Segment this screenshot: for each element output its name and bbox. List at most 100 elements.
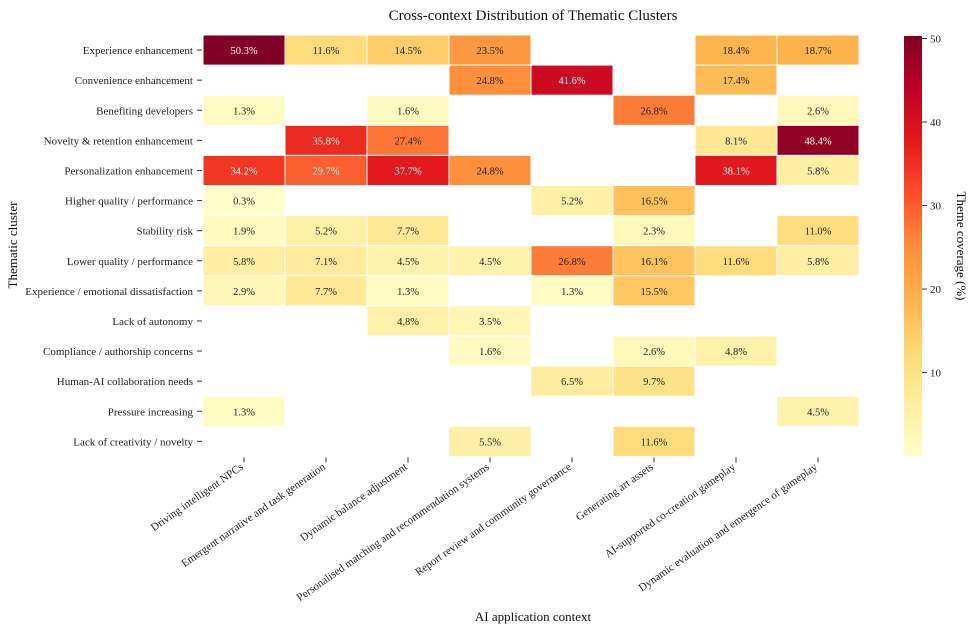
cell-value-label: 1.3% bbox=[397, 287, 419, 298]
chart-title: Cross-context Distribution of Thematic C… bbox=[389, 8, 678, 24]
heatmap-cell bbox=[448, 64, 532, 96]
cell-value-label: 16.5% bbox=[640, 197, 667, 208]
x-axis-label: AI application context bbox=[475, 609, 592, 624]
x-tick-label: Dynamic evaluation and emergence of game… bbox=[637, 461, 821, 595]
cell-value-label: 24.8% bbox=[476, 166, 503, 177]
cell-value-label: 4.5% bbox=[479, 257, 501, 268]
heatmap-cell bbox=[776, 395, 860, 427]
cell-value-label: 23.5% bbox=[476, 46, 503, 57]
cell-value-label: 37.7% bbox=[394, 166, 421, 177]
y-tick-label: Lower quality / performance bbox=[67, 256, 193, 268]
x-tick-label: Generating art assets bbox=[574, 461, 656, 523]
heatmap-cell bbox=[776, 154, 860, 186]
heatmap-cell bbox=[366, 305, 450, 337]
heatmap-cell bbox=[448, 245, 532, 277]
heatmap-cell bbox=[366, 34, 450, 66]
cell-value-label: 5.8% bbox=[807, 166, 829, 177]
heatmap-cell bbox=[776, 34, 860, 66]
cell-value-label: 35.8% bbox=[312, 136, 339, 147]
cell-value-label: 16.1% bbox=[640, 257, 667, 268]
cell-value-label: 18.7% bbox=[804, 46, 831, 57]
cell-value-label: 7.7% bbox=[315, 287, 337, 298]
cell-value-label: 38.1% bbox=[722, 166, 749, 177]
heatmap-cell bbox=[284, 34, 368, 66]
heatmap-cell bbox=[530, 245, 614, 277]
cell-value-label: 2.9% bbox=[233, 287, 255, 298]
cell-value-label: 29.7% bbox=[312, 166, 339, 177]
cell-value-label: 9.7% bbox=[643, 377, 665, 388]
cell-value-label: 24.8% bbox=[476, 76, 503, 87]
colorbar-tick-label: 30 bbox=[930, 201, 942, 213]
heatmap-cell bbox=[202, 34, 286, 66]
heatmap-cell bbox=[694, 124, 778, 156]
cell-value-label: 41.6% bbox=[558, 76, 585, 87]
cell-value-label: 4.8% bbox=[725, 347, 747, 358]
cell-value-label: 6.5% bbox=[561, 377, 583, 388]
cell-value-label: 4.8% bbox=[397, 317, 419, 328]
y-tick-label: Stability risk bbox=[136, 226, 193, 238]
cell-value-label: 1.3% bbox=[233, 106, 255, 117]
y-tick-label: Higher quality / performance bbox=[65, 196, 193, 208]
heatmap-cell bbox=[612, 215, 696, 247]
cell-value-label: 7.1% bbox=[315, 257, 337, 268]
cell-value-label: 5.5% bbox=[479, 437, 501, 448]
heatmap-cell bbox=[284, 215, 368, 247]
cell-value-label: 15.5% bbox=[640, 287, 667, 298]
x-tick-label: Emergent narrative and task generation bbox=[179, 461, 328, 570]
heatmap-cell bbox=[284, 154, 368, 186]
heatmap-cell bbox=[612, 425, 696, 457]
cell-value-label: 1.3% bbox=[561, 287, 583, 298]
heatmap-cell bbox=[202, 185, 286, 217]
colorbar-label: Theme coverage (%) bbox=[954, 192, 968, 301]
cell-value-label: 1.9% bbox=[233, 227, 255, 238]
x-tick-label: Report review and community governance bbox=[413, 461, 574, 578]
colorbar-tick-label: 20 bbox=[930, 284, 942, 296]
cell-value-label: 14.5% bbox=[394, 46, 421, 57]
colorbar-tick-label: 40 bbox=[930, 117, 942, 129]
y-tick-label: Lack of autonomy bbox=[112, 316, 193, 328]
cell-value-label: 2.6% bbox=[807, 106, 829, 117]
cell-value-label: 5.8% bbox=[807, 257, 829, 268]
heatmap-cell bbox=[202, 275, 286, 307]
heatmap-cell bbox=[366, 275, 450, 307]
y-tick-label: Novelty & retention enhancement bbox=[44, 135, 193, 147]
heatmap-cell bbox=[612, 365, 696, 397]
heatmap-cell bbox=[776, 245, 860, 277]
cell-value-label: 26.8% bbox=[640, 106, 667, 117]
heatmap-cell bbox=[694, 154, 778, 186]
cell-value-label: 1.3% bbox=[233, 407, 255, 418]
heatmap-cell bbox=[776, 124, 860, 156]
heatmap-cell bbox=[776, 215, 860, 247]
heatmap-cell bbox=[612, 275, 696, 307]
cell-value-label: 11.6% bbox=[723, 257, 750, 268]
cell-value-label: 5.8% bbox=[233, 257, 255, 268]
heatmap-cell bbox=[366, 94, 450, 126]
cell-value-label: 18.4% bbox=[722, 46, 749, 57]
cell-value-label: 4.5% bbox=[397, 257, 419, 268]
heatmap-cell bbox=[202, 154, 286, 186]
y-tick-label: Personalization enhancement bbox=[64, 165, 193, 177]
heatmap-cell bbox=[530, 185, 614, 217]
colorbar-ticks: 10 20 30 40 50 bbox=[922, 34, 942, 380]
cell-value-label: 34.2% bbox=[230, 166, 257, 177]
heatmap-cell bbox=[530, 275, 614, 307]
y-tick-label: Compliance / authorship concerns bbox=[43, 346, 193, 358]
heatmap-cell bbox=[202, 215, 286, 247]
y-tick-label: Human-AI collaboration needs bbox=[57, 376, 193, 388]
cell-value-label: 11.6% bbox=[641, 437, 668, 448]
heatmap-cell bbox=[612, 94, 696, 126]
heatmap-cell bbox=[366, 154, 450, 186]
heatmap-cell bbox=[448, 34, 532, 66]
heatmap-cell bbox=[530, 64, 614, 96]
heatmap-cell bbox=[612, 185, 696, 217]
cell-value-label: 27.4% bbox=[394, 136, 421, 147]
colorbar-tick-label: 10 bbox=[930, 368, 942, 380]
heatmap-cell bbox=[694, 245, 778, 277]
heatmap-cell bbox=[694, 64, 778, 96]
cell-value-label: 17.4% bbox=[722, 76, 749, 87]
cell-value-label: 3.5% bbox=[479, 317, 501, 328]
cell-value-label: 5.2% bbox=[561, 197, 583, 208]
heatmap-cell bbox=[366, 215, 450, 247]
